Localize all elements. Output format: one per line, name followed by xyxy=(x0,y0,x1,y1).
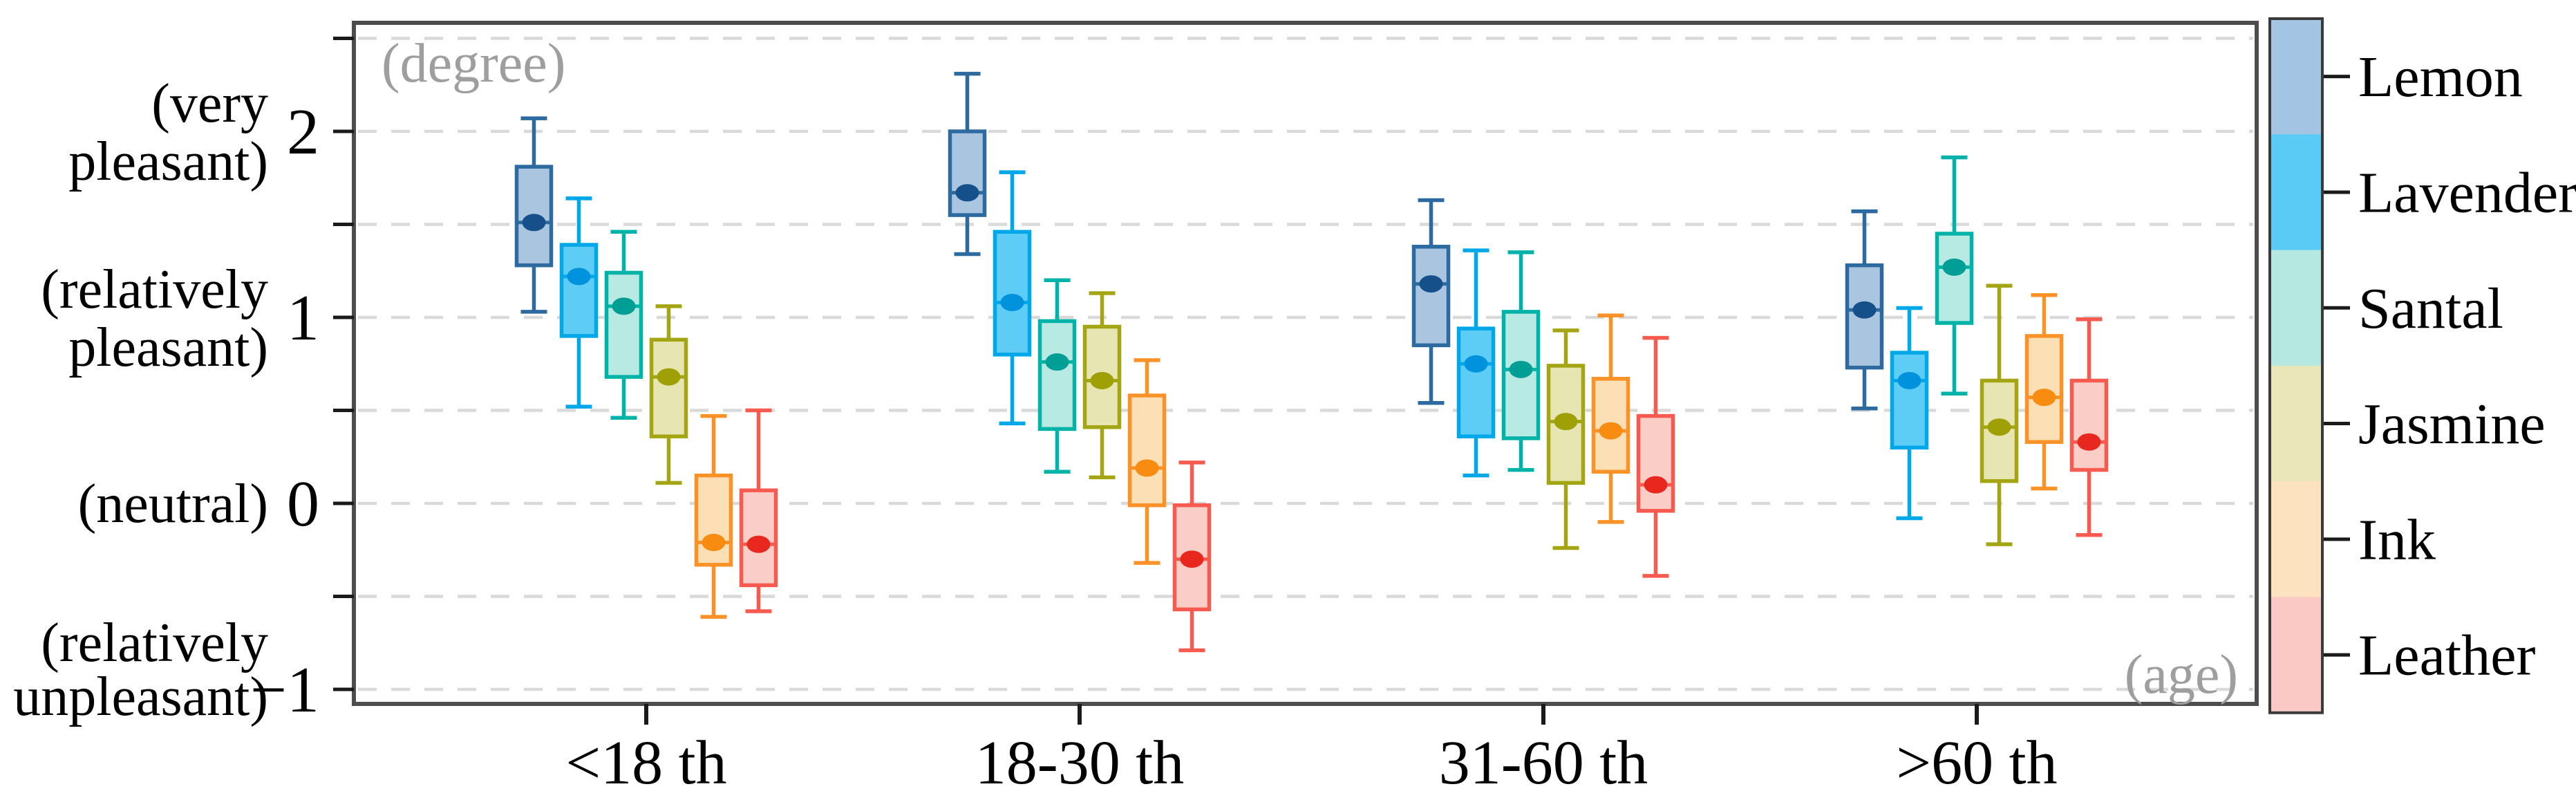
box-leather-31-60-th xyxy=(1636,413,1675,513)
y-axis-desc-very: (very xyxy=(151,73,268,134)
y-axis-number--1: −1 xyxy=(250,654,319,726)
box-ink-18-th xyxy=(694,473,733,567)
box-ink-18-30-th xyxy=(1127,393,1167,508)
legend-label-ink: Ink xyxy=(2358,508,2436,572)
series-lemon xyxy=(514,71,1884,411)
mean-dot-jasmine-60-th xyxy=(1987,418,2011,436)
mean-dot-lavender-18-th xyxy=(567,268,591,286)
legend-swatch-leather xyxy=(2270,597,2322,714)
plot-frame xyxy=(352,21,2259,706)
box-santal-18-th xyxy=(604,270,643,379)
legend: Lemon Lavender Santal Jasmine Ink Leather xyxy=(2268,17,2576,714)
box-lavender-18-30-th xyxy=(993,230,1032,357)
y-axis-desc-pleasant: pleasant) xyxy=(68,317,268,378)
series-santal xyxy=(604,155,1974,474)
y-axis-number-0: 0 xyxy=(287,468,319,540)
y-axis-number-2: 2 xyxy=(287,96,319,168)
legend-swatch-jasmine xyxy=(2270,365,2322,482)
x-axis-label-60-th: >60 th xyxy=(1896,729,2057,797)
box-lavender-60-th xyxy=(1890,351,1929,450)
legend-swatch-santal xyxy=(2270,250,2322,366)
series-ink xyxy=(694,292,2064,619)
legend-swatch-lemon xyxy=(2270,19,2322,135)
mean-dot-jasmine-31-60-th xyxy=(1554,413,1578,431)
box-jasmine-18-30-th xyxy=(1082,324,1122,429)
legend-label-lemon: Lemon xyxy=(2358,45,2523,109)
x-axis-label-18-30-th: 18-30 th xyxy=(975,729,1184,797)
mean-dot-santal-18-th xyxy=(612,297,636,315)
box-lavender-31-60-th xyxy=(1456,326,1496,438)
mean-dot-jasmine-18-30-th xyxy=(1090,371,1114,389)
y-axis-number-1: 1 xyxy=(287,282,319,354)
mean-dot-ink-18-th xyxy=(702,533,726,551)
x-unit-label: (age) xyxy=(2125,644,2238,705)
y-unit-label: (degree) xyxy=(382,33,565,94)
mean-dot-lavender-60-th xyxy=(1897,371,1921,389)
mean-dot-santal-18-30-th xyxy=(1045,353,1069,371)
mean-dot-jasmine-18-th xyxy=(657,368,681,386)
mean-dot-lemon-18-th xyxy=(522,214,546,232)
mean-dot-ink-18-30-th xyxy=(1135,459,1159,477)
mean-dot-lemon-31-60-th xyxy=(1419,275,1443,293)
mean-dot-leather-18-30-th xyxy=(1180,550,1204,568)
legend-label-santal: Santal xyxy=(2358,277,2503,341)
mean-dot-lavender-31-60-th xyxy=(1464,355,1488,373)
box-lavender-18-th xyxy=(559,243,599,338)
mean-dot-leather-60-th xyxy=(2077,433,2101,451)
legend-label-lavender: Lavender xyxy=(2358,161,2576,225)
y-axis-desc-neutral: (neutral) xyxy=(78,474,268,534)
mean-dot-ink-60-th xyxy=(2032,389,2056,407)
box-santal-18-30-th xyxy=(1037,319,1077,431)
box-jasmine-18-th xyxy=(649,337,688,438)
mean-dot-lavender-18-30-th xyxy=(1000,293,1024,311)
mean-dot-leather-31-60-th xyxy=(1644,476,1668,494)
legend-label-leather: Leather xyxy=(2358,624,2535,688)
mean-dot-lemon-60-th xyxy=(1852,301,1877,319)
series-jasmine xyxy=(649,283,2019,550)
mean-dot-santal-31-60-th xyxy=(1509,360,1533,378)
mean-dot-ink-31-60-th xyxy=(1599,422,1623,440)
series-leather xyxy=(739,317,2109,653)
y-axis-desc-relatively: (relatively xyxy=(41,613,268,673)
legend-swatch-lavender xyxy=(2270,134,2322,251)
mean-dot-santal-60-th xyxy=(1942,258,1966,276)
series-lavender xyxy=(559,170,1929,521)
legend-border xyxy=(2268,17,2324,714)
box-santal-60-th xyxy=(1935,232,1974,325)
legend-swatch-ink xyxy=(2270,481,2322,598)
box-leather-60-th xyxy=(2069,378,2109,472)
box-lemon-18-30-th xyxy=(948,129,987,217)
mean-dot-leather-18-th xyxy=(746,535,771,553)
box-lemon-31-60-th xyxy=(1411,245,1451,348)
legend-label-jasmine: Jasmine xyxy=(2358,392,2546,456)
y-axis-desc-pleasant: pleasant) xyxy=(68,131,268,192)
y-axis-desc-unpleasant: unpleasant) xyxy=(13,667,268,727)
y-axis-desc-relatively: (relatively xyxy=(41,259,268,320)
x-axis-label-18-th: <18 th xyxy=(565,729,726,797)
x-axis-label-31-60-th: 31-60 th xyxy=(1439,729,1648,797)
mean-dot-lemon-18-30-th xyxy=(955,184,979,202)
